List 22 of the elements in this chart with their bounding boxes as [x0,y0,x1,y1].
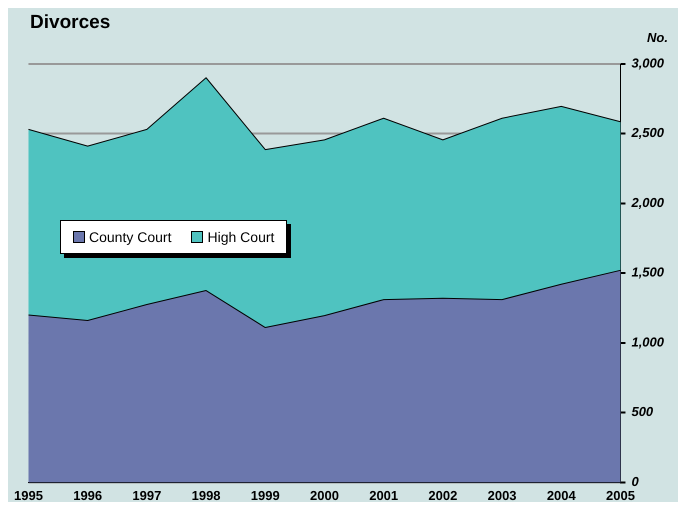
x-tick-label: 2003 [488,488,517,503]
y-tick-label: 2,500 [630,125,665,140]
y-tick-label: 3,000 [631,55,665,70]
x-tick-label: 2000 [310,488,339,503]
x-tick-label: 1995 [14,488,43,503]
y-tick-label: 500 [631,404,654,420]
y-axis-title: No. [647,30,668,45]
x-tick-label: 2005 [606,488,635,503]
legend-label: High Court [207,229,274,245]
chart-title: Divorces [30,12,110,34]
x-tick-label: 1997 [132,488,162,503]
y-tick-label: 0 [631,474,640,489]
x-tick-label: 2004 [546,488,576,503]
y-tick-label: 1,500 [631,264,665,280]
x-tick-label: 1999 [250,488,280,503]
x-tick-label: 1996 [73,488,102,503]
legend-label: County Court [89,229,172,245]
x-tick-label: 1998 [192,488,221,503]
x-tick-label: 2002 [428,488,458,503]
x-tick-label: 2001 [369,488,398,503]
y-tick-label: 1,000 [631,334,665,350]
y-tick-label: 2,000 [630,194,665,210]
